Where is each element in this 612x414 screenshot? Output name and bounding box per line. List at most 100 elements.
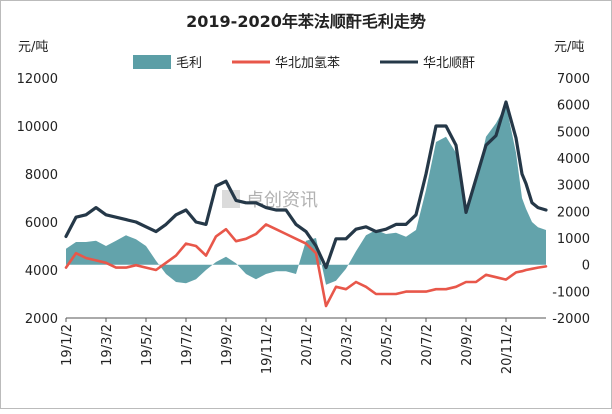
hydro-benzene-point (486, 274, 487, 275)
maleic-anhydride-point (196, 222, 197, 223)
right-tick-label: 2000 (557, 205, 590, 220)
x-tick-label: 20/3/2 (340, 324, 355, 366)
hydro-benzene-point (106, 262, 107, 263)
gross-margin-point (166, 274, 167, 275)
gross-margin-point (522, 198, 523, 199)
gross-margin-point (416, 230, 417, 231)
hydro-benzene-point (226, 229, 227, 230)
legend-swatch-gross-margin (133, 55, 171, 69)
gross-margin-point (316, 238, 317, 239)
maleic-anhydride-point (176, 214, 177, 215)
maleic-anhydride-point (376, 231, 377, 232)
maleic-anhydride-point (226, 181, 227, 182)
gross-margin-point (406, 236, 407, 237)
right-tick-label: 6000 (557, 99, 590, 114)
gross-margin-point (146, 246, 147, 247)
maleic-anhydride-point (206, 224, 207, 225)
hydro-benzene-point (346, 289, 347, 290)
maleic-anhydride-point (416, 214, 417, 215)
right-tick-label: 3000 (557, 179, 590, 194)
maleic-anhydride-point (346, 238, 347, 239)
gross-margin-point (356, 251, 357, 252)
gross-margin-point (286, 271, 287, 272)
left-tick-label: 8000 (25, 168, 58, 183)
hydro-benzene-point (156, 270, 157, 271)
x-tick-label: 20/9/2 (460, 324, 475, 366)
x-tick-label: 20/7/2 (420, 324, 435, 366)
gross-margin-point (486, 136, 487, 137)
hydro-benzene-point (246, 238, 247, 239)
gross-margin-point (546, 230, 547, 231)
right-tick-label: 7000 (557, 72, 590, 87)
gross-margin-area (66, 104, 547, 285)
hydro-benzene-point (296, 238, 297, 239)
gross-margin-point (226, 256, 227, 257)
x-tick-label: 20/1/2 (300, 324, 315, 366)
gross-margin-point (86, 242, 87, 243)
maleic-anhydride-point (436, 126, 437, 127)
maleic-anhydride-point (216, 186, 217, 187)
hydro-benzene-point (376, 294, 377, 295)
chart-title: 2019-2020年苯法顺酐毛利走势 (186, 12, 426, 31)
legend: 毛利 华北加氢苯 华北顺酐 (133, 55, 475, 71)
gross-margin-point (256, 279, 257, 280)
gross-margin-point (66, 248, 67, 249)
hydro-benzene-point (436, 289, 437, 290)
x-tick-label: 19/3/2 (100, 324, 115, 366)
price-lines (64, 100, 548, 308)
maleic-anhydride-point (136, 222, 137, 223)
hydro-benzene-point (276, 229, 277, 230)
gross-margin-point (136, 239, 137, 240)
hydro-benzene-point (136, 265, 137, 266)
hydro-benzene-point (336, 286, 337, 287)
left-tick-label: 12000 (17, 72, 58, 87)
maleic-anhydride-point (236, 200, 237, 201)
watermark-text: 卓创资讯 (246, 190, 318, 211)
legend-label-hydro-benzene: 华北加氢苯 (275, 56, 340, 71)
gross-margin-point (538, 227, 539, 228)
maleic-anhydride-point (96, 207, 97, 208)
hydro-benzene-point (316, 253, 317, 254)
maleic-anhydride-point (286, 210, 287, 211)
hydro-benzene-point (66, 267, 67, 268)
gross-margin-point (496, 123, 497, 124)
hydro-benzene-point (386, 294, 387, 295)
maleic-anhydride-point (366, 226, 367, 227)
gross-margin-point (116, 240, 117, 241)
maleic-anhydride-point (546, 210, 547, 211)
hydro-benzene-point (396, 294, 397, 295)
hydro-benzene-point (216, 236, 217, 237)
hydro-benzene-point (356, 282, 357, 283)
hydro-benzene-point (446, 289, 447, 290)
maleic-anhydride-point (86, 214, 87, 215)
left-tick-label: 4000 (25, 264, 58, 279)
hydro-benzene-point (176, 255, 177, 256)
gross-margin-point (386, 234, 387, 235)
x-tick-label: 19/11/2 (260, 324, 275, 374)
maleic-anhydride-point (316, 246, 317, 247)
maleic-anhydride-point (522, 174, 523, 175)
right-tick-label: 0 (582, 259, 590, 274)
gross-margin-point (436, 142, 437, 143)
maleic-anhydride-point (516, 138, 517, 139)
x-tick-label: 19/9/2 (220, 324, 235, 366)
hydro-benzene-point (516, 272, 517, 273)
hydro-benzene-point (196, 246, 197, 247)
maleic-anhydride-point (66, 236, 67, 237)
x-tick-label: 19/1/2 (60, 324, 75, 366)
right-tick-label: 1000 (557, 232, 590, 247)
maleic-anhydride-point (146, 226, 147, 227)
hydro-benzene-point (496, 277, 497, 278)
maleic-anhydride-point (76, 217, 77, 218)
hydro-benzene-point (86, 258, 87, 259)
hydro-benzene-point (416, 291, 417, 292)
maleic-anhydride-point (246, 202, 247, 203)
hydro-benzene-point (522, 271, 523, 272)
gross-margin-point (126, 235, 127, 236)
maleic-anhydride-point (106, 214, 107, 215)
hydro-benzene-point (116, 267, 117, 268)
hydro-benzene-point (366, 286, 367, 287)
gross-margin-point (176, 282, 177, 283)
